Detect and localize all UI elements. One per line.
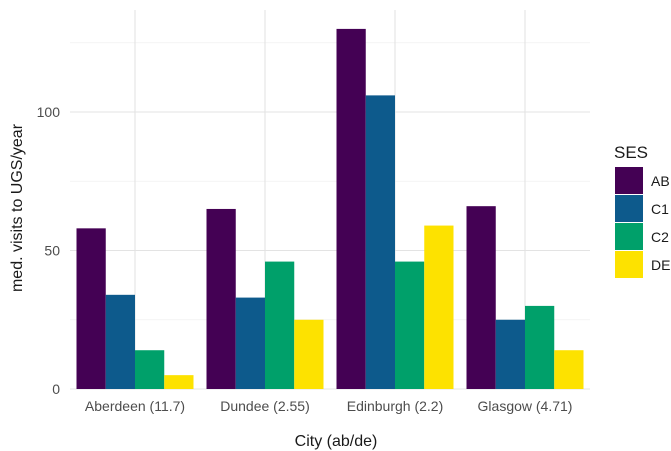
legend-key-ab [615, 167, 643, 194]
legend-label-ab: AB [651, 173, 670, 189]
legend-label-de: DE [651, 257, 670, 273]
bar-ab-4 [466, 206, 496, 389]
bar-c2-2 [265, 261, 295, 389]
x-tick-label: Dundee (2.55) [220, 398, 310, 414]
legend-key-de [615, 251, 643, 278]
bar-ab-3 [336, 28, 366, 390]
bar-de-4 [554, 350, 584, 389]
y-tick-label: 0 [52, 381, 60, 397]
bar-de-2 [294, 319, 324, 389]
y-tick-label: 100 [37, 104, 61, 120]
bar-c2-3 [395, 261, 425, 389]
legend-label-c2: C2 [651, 229, 669, 245]
x-tick-label: Glasgow (4.71) [478, 398, 573, 414]
bar-c1-1 [105, 294, 135, 389]
legend-key-c1 [615, 195, 643, 222]
x-tick-label: Edinburgh (2.2) [347, 398, 444, 414]
y-axis-title: med. visits to UGS/year [9, 123, 26, 292]
bar-de-3 [424, 225, 454, 389]
y-tick-label: 50 [44, 243, 60, 259]
bar-c2-1 [135, 350, 165, 389]
legend-key-c2 [615, 223, 643, 250]
y-axis-ticks: 0 50 100 [37, 104, 61, 397]
bar-c1-4 [495, 319, 525, 389]
bar-de-1 [164, 375, 194, 389]
bar-c1-2 [235, 297, 265, 389]
bar-c2-4 [525, 305, 555, 389]
bar-ab-2 [206, 208, 236, 389]
x-tick-label: Aberdeen (11.7) [85, 398, 185, 414]
legend: SES AB C1 C2 DE [614, 143, 670, 278]
bar-c1-3 [365, 95, 395, 389]
x-axis-ticks: Aberdeen (11.7) Dundee (2.55) Edinburgh (2… [85, 398, 573, 414]
bar-ab-1 [76, 228, 106, 389]
legend-label-c1: C1 [651, 201, 669, 217]
legend-title: SES [614, 143, 648, 162]
bars-layer [76, 28, 584, 390]
x-axis-title: City (ab/de) [295, 433, 378, 450]
